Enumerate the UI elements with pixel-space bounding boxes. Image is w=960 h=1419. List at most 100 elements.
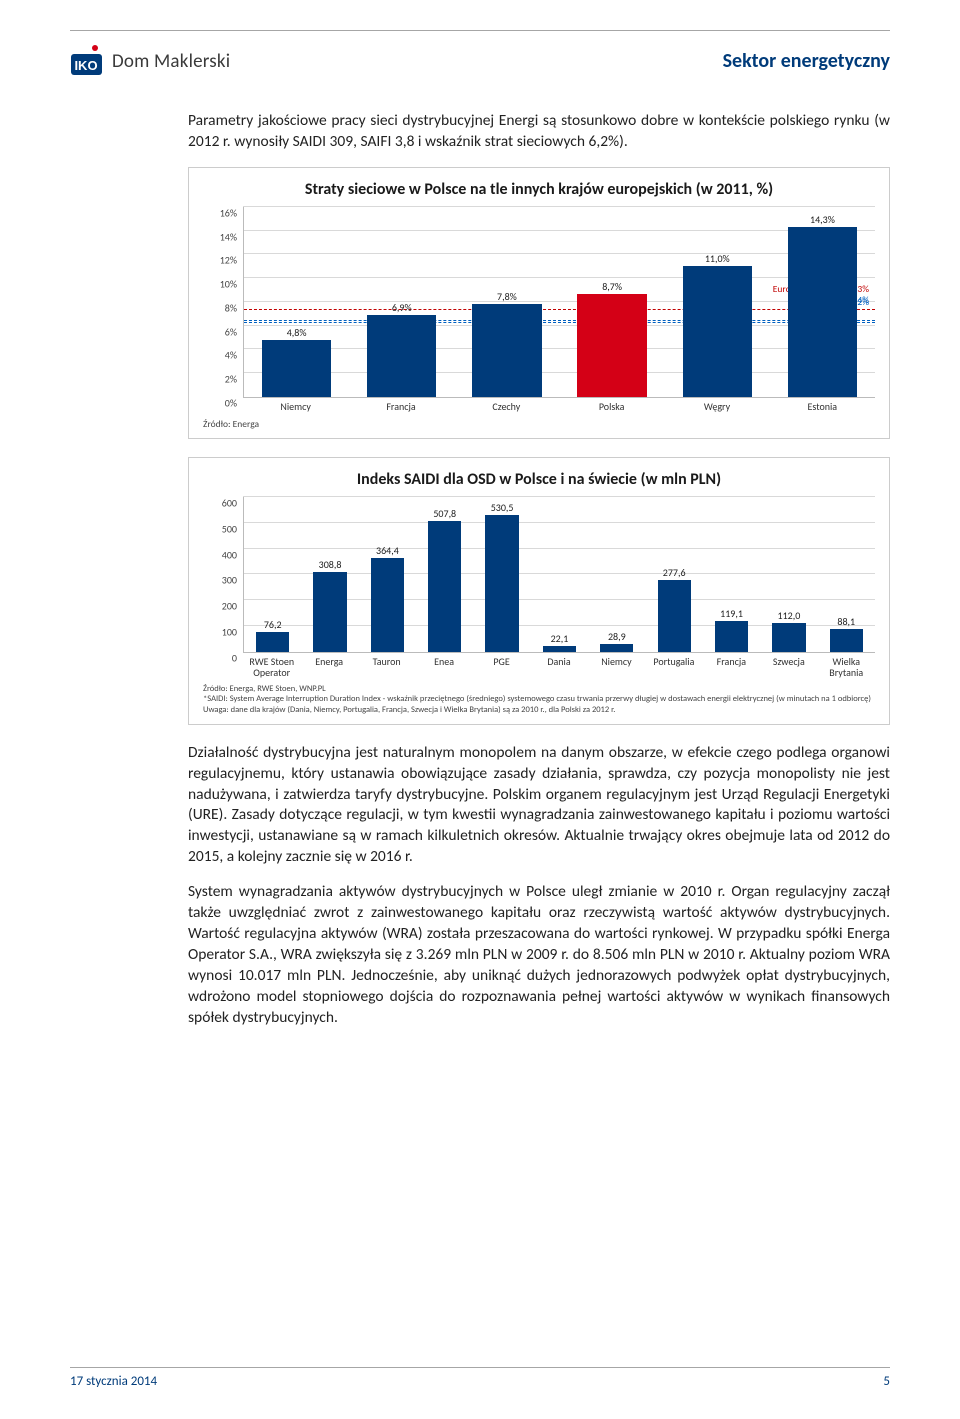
footer-rule <box>70 1367 890 1368</box>
bars-row: 76,2 308,8 364,4 507,8 530,5 22,1 28,9 277,6 119… <box>244 497 875 652</box>
x-axis-label: Niemcy <box>588 656 645 678</box>
bar-slot: 4,8% <box>244 207 349 397</box>
x-axis-label: Niemcy <box>243 401 348 412</box>
bar: 364,4 <box>371 558 404 652</box>
bar: 119,1 <box>715 621 748 652</box>
plot: Europejska średnia: 7.3%Energa 2011: 6.4… <box>243 207 875 398</box>
bar-slot: 119,1 <box>703 497 760 652</box>
bar-value-label: 14,3% <box>810 213 835 226</box>
svg-text:IKO: IKO <box>74 58 97 73</box>
bar-slot: 7,8% <box>454 207 559 397</box>
logo: IKO Dom Maklerski <box>70 44 230 78</box>
bar-slot: 76,2 <box>244 497 301 652</box>
bar: 507,8 <box>428 521 461 652</box>
y-tick: 600 <box>203 496 237 509</box>
chart-saidi: Indeks SAIDI dla OSD w Polsce i na świec… <box>188 457 890 725</box>
chart-saidi-source: Źródło: Energa, RWE Stoen, WNP.PL *SAIDI… <box>203 684 875 716</box>
bar: 6,9% <box>367 315 436 397</box>
chart-losses-title: Straty sieciowe w Polsce na tle innych k… <box>203 180 875 199</box>
bar-slot: 308,8 <box>301 497 358 652</box>
chart-saidi-note2: Uwaga: dane dla krajów (Dania, Niemcy, P… <box>203 705 875 716</box>
y-tick: 300 <box>203 574 237 587</box>
bar: 8,7% <box>577 294 646 397</box>
x-axis-label: Francja <box>348 401 453 412</box>
x-axis-label: PGE <box>473 656 530 678</box>
paragraph-1: Parametry jakościowe pracy sieci dystryb… <box>188 111 890 153</box>
chart-saidi-xlabels: RWE Stoen OperatorEnergaTauronEneaPGEDan… <box>243 656 875 678</box>
bar-value-label: 530,5 <box>491 501 514 514</box>
bar-value-label: 28,9 <box>608 630 626 643</box>
bar-slot: 11,0% <box>665 207 770 397</box>
paragraph-2: Działalność dystrybucyjna jest naturalny… <box>188 743 890 869</box>
bar: 28,9 <box>600 644 633 651</box>
bar-value-label: 112,0 <box>778 609 801 622</box>
bar: 7,8% <box>472 304 541 397</box>
bar-slot: 14,3% <box>770 207 875 397</box>
y-tick: 16% <box>203 206 237 219</box>
paragraph-3: System wynagradzania aktywów dystrybucyj… <box>188 882 890 1028</box>
page: IKO Dom Maklerski Sektor energetyczny Pa… <box>0 0 960 1419</box>
chart-losses-area: 0%2%4%6%8%10%12%14%16%Europejska średnia… <box>203 207 875 397</box>
bar-slot: 277,6 <box>646 497 703 652</box>
chart-saidi-source-line: Źródło: Energa, RWE Stoen, WNP.PL <box>203 684 875 695</box>
bar: 88,1 <box>830 629 863 652</box>
bar-value-label: 22,1 <box>551 632 569 645</box>
bar: 4,8% <box>262 340 331 397</box>
x-axis-label: Tauron <box>358 656 415 678</box>
bar-slot: 6,9% <box>349 207 454 397</box>
bar-value-label: 7,8% <box>497 290 517 303</box>
bar: 76,2 <box>256 632 289 652</box>
bar-slot: 22,1 <box>531 497 588 652</box>
y-tick: 500 <box>203 522 237 535</box>
bar-value-label: 76,2 <box>264 618 282 631</box>
bar: 308,8 <box>313 572 346 652</box>
footer-date: 17 stycznia 2014 <box>70 1374 157 1389</box>
bar: 22,1 <box>543 646 576 652</box>
pko-logo-icon: IKO <box>70 44 104 78</box>
bar-value-label: 507,8 <box>433 507 456 520</box>
y-tick: 400 <box>203 548 237 561</box>
chart-losses-xlabels: NiemcyFrancjaCzechyPolskaWęgryEstonia <box>243 401 875 412</box>
y-tick: 0 <box>203 651 237 664</box>
x-axis-label: Dania <box>530 656 587 678</box>
footer-page: 5 <box>883 1374 890 1389</box>
bar-value-label: 119,1 <box>720 607 743 620</box>
x-axis-label: Enea <box>415 656 472 678</box>
y-tick: 0% <box>203 396 237 409</box>
chart-saidi-title: Indeks SAIDI dla OSD w Polsce i na świec… <box>203 470 875 489</box>
footer: 17 stycznia 2014 5 <box>70 1367 890 1389</box>
bar-value-label: 88,1 <box>837 615 855 628</box>
bar-value-label: 6,9% <box>392 301 412 314</box>
y-tick: 2% <box>203 373 237 386</box>
body: Parametry jakościowe pracy sieci dystryb… <box>188 111 890 1029</box>
x-axis-label: Szwecja <box>760 656 817 678</box>
bar-slot: 530,5 <box>473 497 530 652</box>
x-axis-label: Węgry <box>664 401 769 412</box>
bar-slot: 112,0 <box>760 497 817 652</box>
chart-saidi-note1: *SAIDI: System Average Interruption Dura… <box>203 694 875 705</box>
bar-slot: 507,8 <box>416 497 473 652</box>
x-axis-label: Estonia <box>770 401 875 412</box>
y-tick: 4% <box>203 349 237 362</box>
y-tick: 6% <box>203 325 237 338</box>
bars-row: 4,8% 6,9% 7,8% 8,7% 11,0% 14,3% <box>244 207 875 397</box>
x-axis-label: Francja <box>703 656 760 678</box>
bar-value-label: 308,8 <box>319 558 342 571</box>
bar-value-label: 364,4 <box>376 544 399 557</box>
bar-value-label: 11,0% <box>705 252 730 265</box>
bar-slot: 88,1 <box>818 497 875 652</box>
y-tick: 8% <box>203 301 237 314</box>
chart-saidi-area: 010020030040050060076,2308,8364,4507,853… <box>203 497 875 652</box>
x-axis-label: RWE Stoen Operator <box>243 656 300 678</box>
x-axis-label: Energa <box>300 656 357 678</box>
bar: 11,0% <box>683 266 752 397</box>
y-tick: 10% <box>203 278 237 291</box>
x-axis-label: Polska <box>559 401 664 412</box>
bar-value-label: 4,8% <box>287 326 307 339</box>
bar-value-label: 8,7% <box>602 280 622 293</box>
y-tick: 12% <box>203 254 237 267</box>
chart-losses: Straty sieciowe w Polsce na tle innych k… <box>188 167 890 439</box>
plot: 76,2 308,8 364,4 507,8 530,5 22,1 28,9 277,6 119… <box>243 497 875 653</box>
x-axis-label: Czechy <box>454 401 559 412</box>
bar: 14,3% <box>788 227 857 397</box>
